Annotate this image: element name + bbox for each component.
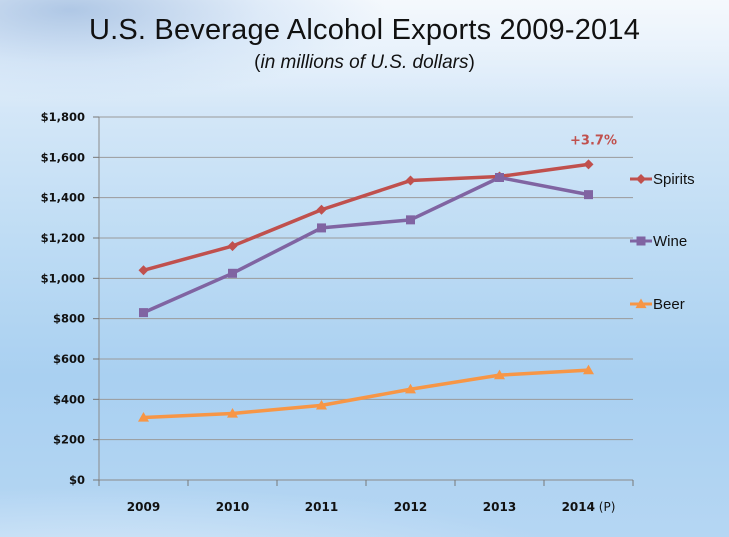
wine-data-point: [495, 173, 504, 182]
legend-beer-marker: [635, 298, 647, 309]
gridlines: [99, 116, 633, 481]
spirits-series-line: [143, 162, 589, 272]
wine-data-point: [406, 215, 415, 225]
spirits-data-point: [316, 204, 327, 215]
legend-spirits-label: Spirits: [653, 171, 695, 188]
beer-data-point: [405, 383, 416, 394]
series-lines: [142, 162, 589, 420]
chart-subtitle: (in millions of U.S. dollars): [0, 52, 729, 74]
spirits-data-point: [583, 159, 594, 170]
subtitle-close-paren: ): [468, 52, 475, 73]
legend-wine-label: Wine: [653, 233, 687, 250]
chart-title: U.S. Beverage Alcohol Exports 2009-2014: [88, 14, 641, 46]
y-axis-ticks: $0 $200 $400 $600 $800 $1,000 $1,200 $1,400 $1,6…: [41, 110, 99, 487]
x-tick-label: 2009: [127, 500, 160, 514]
x-tick-label: 2013: [483, 500, 516, 514]
y-tick-label: $1,400: [41, 191, 85, 205]
beer-series-line: [143, 368, 589, 420]
spirits-data-point: [405, 175, 416, 186]
growth-annotation: +3.7%: [570, 133, 617, 148]
beer-data-point: [138, 411, 149, 422]
wine-data-point: [584, 190, 593, 200]
wine-data-point: [228, 268, 237, 278]
y-tick-label: $1,000: [41, 271, 85, 285]
y-tick-label: $600: [53, 352, 85, 366]
legend-wine-marker: [636, 236, 646, 246]
annotations: +3.7%: [570, 133, 617, 148]
x-axis-ticks: 2009 2010 2011 2012 2013 2014 (P): [98, 480, 634, 514]
legend: Spirits Wine Beer: [630, 171, 695, 313]
wine-series-line: [142, 175, 589, 315]
spirits-data-point: [138, 265, 149, 276]
spirits-data-point: [227, 241, 238, 252]
subtitle-text: in millions of U.S. dollars: [260, 52, 469, 73]
series-markers: [138, 159, 594, 422]
y-tick-label: $1,800: [41, 110, 85, 124]
y-tick-label: $1,600: [41, 150, 85, 164]
beer-data-point: [583, 364, 594, 375]
beer-data-point: [316, 399, 327, 410]
wine-data-point: [139, 308, 148, 318]
x-tick-label: 2014 (P): [562, 500, 616, 514]
y-tick-label: $1,200: [41, 231, 85, 245]
y-tick-label: $800: [53, 312, 85, 326]
x-tick-label: 2012: [394, 500, 427, 514]
wine-data-point: [317, 223, 326, 233]
x-tick-label: 2010: [216, 500, 249, 514]
x-tick-label: 2011: [305, 500, 338, 514]
subtitle-open-paren: (: [254, 52, 261, 73]
legend-beer-label: Beer: [653, 296, 685, 313]
beer-data-point: [227, 407, 238, 418]
y-tick-label: $400: [53, 392, 85, 406]
y-tick-label: $200: [53, 433, 85, 447]
y-tick-label: $0: [69, 473, 85, 487]
beer-data-point: [494, 369, 505, 380]
legend-spirits-marker: [636, 174, 646, 184]
